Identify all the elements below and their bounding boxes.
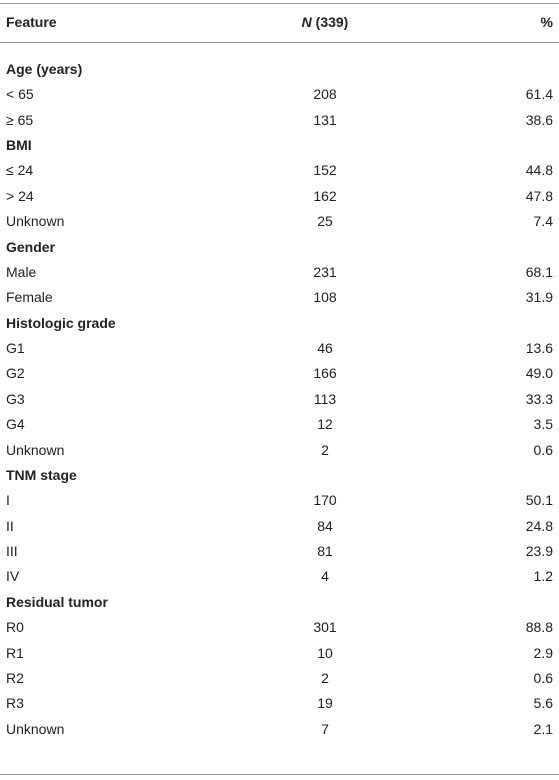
row-percent: 38.6 — [525, 111, 553, 128]
row-label: Unknown — [6, 720, 65, 737]
row-count: 131 — [313, 111, 337, 128]
row-count: 81 — [317, 543, 333, 560]
bottom-rule — [0, 774, 559, 775]
row-count: 19 — [317, 695, 333, 712]
row-label: R3 — [6, 695, 24, 712]
row-percent: 3.5 — [533, 416, 553, 433]
row-label: G3 — [6, 390, 25, 407]
row-percent: 68.1 — [525, 263, 553, 280]
row-count: 208 — [313, 86, 337, 103]
section-title: Age (years) — [6, 61, 83, 77]
row-label: ≥ 65 — [6, 111, 34, 128]
row-label: G1 — [6, 340, 25, 357]
section-title: Histologic grade — [6, 314, 116, 331]
row-percent: 33.3 — [525, 390, 553, 407]
section-title: BMI — [6, 137, 32, 154]
header-italic: N — [301, 14, 312, 30]
header-rule — [0, 42, 559, 43]
header-text: (339) — [315, 14, 349, 30]
row-label: R1 — [6, 644, 24, 661]
row-count: 4 — [321, 568, 329, 585]
row-label: Unknown — [6, 441, 65, 458]
section-title: TNM stage — [6, 466, 77, 483]
row-label: IV — [6, 568, 20, 585]
row-count: 25 — [317, 213, 333, 230]
row-count: 46 — [317, 340, 333, 357]
row-count: 170 — [313, 492, 337, 509]
row-count: 301 — [313, 619, 337, 636]
row-count: 2 — [321, 669, 329, 686]
row-percent: 44.8 — [525, 162, 553, 179]
row-count: 7 — [321, 720, 329, 737]
row-label: Male — [6, 263, 37, 280]
row-label: R0 — [6, 619, 24, 636]
row-count: 162 — [313, 187, 337, 204]
row-label: > 24 — [6, 187, 34, 204]
row-percent: 49.0 — [525, 365, 553, 382]
row-percent: 24.8 — [525, 517, 553, 534]
row-count: 108 — [313, 289, 337, 306]
header-cell: Feature — [6, 14, 57, 30]
row-percent: 0.6 — [533, 441, 553, 458]
row-label: III — [6, 543, 18, 560]
header-cell: % — [540, 14, 553, 30]
row-percent: 47.8 — [525, 187, 553, 204]
row-label: ≤ 24 — [6, 162, 34, 179]
row-percent: 50.1 — [525, 492, 553, 509]
header-cell: N (339) — [240, 12, 410, 32]
row-count: 166 — [313, 365, 337, 382]
row-percent: 2.9 — [533, 644, 553, 661]
row-label: G2 — [6, 365, 25, 382]
row-label: G4 — [6, 416, 25, 433]
row-percent: 88.8 — [525, 619, 553, 636]
row-percent: 0.6 — [533, 669, 553, 686]
row-count: 2 — [321, 441, 329, 458]
row-count: 152 — [313, 162, 337, 179]
row-percent: 2.1 — [533, 720, 553, 737]
row-percent: 1.2 — [533, 568, 553, 585]
row-percent: 31.9 — [525, 289, 553, 306]
section-title: Gender — [6, 238, 56, 255]
row-label: R2 — [6, 669, 24, 686]
top-rule — [0, 3, 559, 4]
row-label: Female — [6, 289, 53, 306]
row-percent: 13.6 — [525, 340, 553, 357]
row-count: 231 — [313, 263, 337, 280]
row-label: I — [6, 492, 10, 509]
row-label: Unknown — [6, 213, 65, 230]
row-label: < 65 — [6, 86, 34, 103]
row-percent: 7.4 — [533, 213, 553, 230]
section-title: Residual tumor — [6, 593, 108, 610]
row-percent: 5.6 — [533, 695, 553, 712]
row-count: 84 — [317, 517, 333, 534]
row-count: 12 — [317, 416, 333, 433]
row-count: 10 — [317, 644, 333, 661]
row-percent: 23.9 — [525, 543, 553, 560]
row-percent: 61.4 — [525, 86, 553, 103]
row-label: II — [6, 517, 14, 534]
row-count: 113 — [313, 390, 337, 407]
